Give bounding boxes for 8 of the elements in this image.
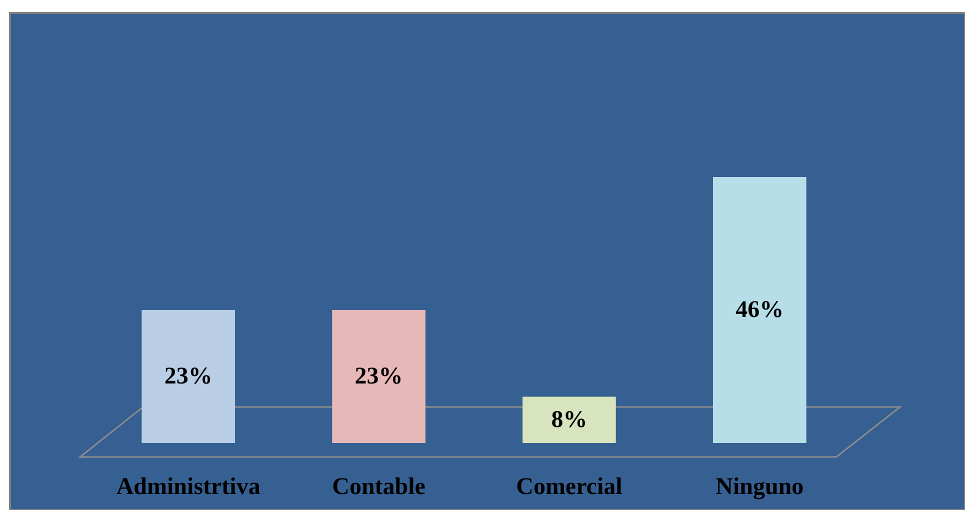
x-tick-label: Ninguno bbox=[716, 474, 804, 500]
data-label: 23% bbox=[354, 364, 403, 390]
data-label: 8% bbox=[551, 406, 588, 433]
data-label: 46% bbox=[736, 297, 784, 323]
x-tick-label: Contable bbox=[332, 474, 426, 500]
x-tick-label: Administrtiva bbox=[116, 474, 260, 500]
data-label: 23% bbox=[164, 364, 212, 390]
x-tick-label: Comercial bbox=[516, 474, 623, 500]
